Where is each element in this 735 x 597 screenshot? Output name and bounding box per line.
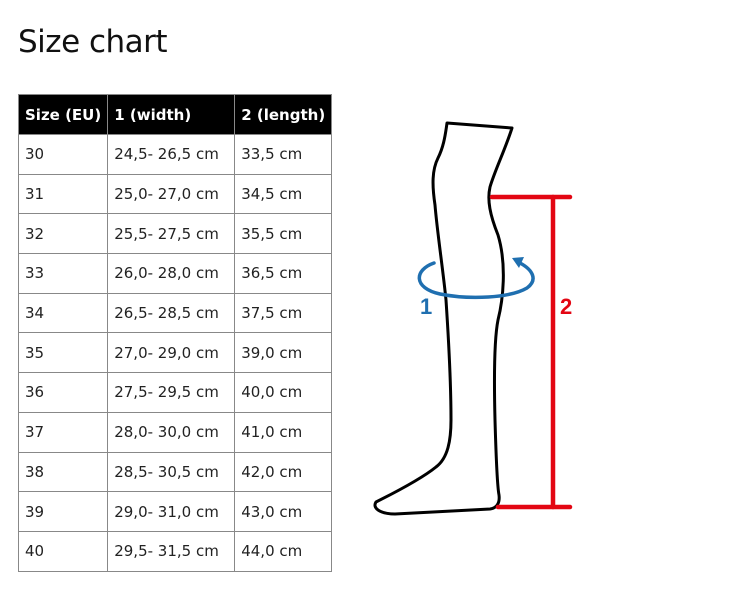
cell-width: 24,5- 26,5 cm: [107, 134, 236, 175]
table-row: 31 25,0- 27,0 cm 34,5 cm: [17, 173, 333, 215]
table-row: 37 28,0- 30,0 cm 41,0 cm: [17, 411, 333, 453]
table-row: 40 29,5- 31,5 cm 44,0 cm: [17, 530, 333, 572]
cell-size: 30: [17, 134, 109, 175]
cell-size: 31: [17, 173, 109, 215]
cell-size: 32: [17, 213, 109, 255]
size-table: Size (EU) 1 (width) 2 (length) 30 24,5- 2…: [17, 94, 333, 572]
cell-length: 40,0 cm: [234, 372, 333, 413]
header-size: Size (EU): [17, 94, 109, 135]
cell-width: 25,0- 27,0 cm: [107, 173, 236, 215]
cell-size: 35: [17, 332, 109, 374]
length-indicator: [489, 194, 573, 510]
table-row: 34 26,5- 28,5 cm 37,5 cm: [17, 292, 333, 334]
table-header-row: Size (EU) 1 (width) 2 (length): [17, 94, 333, 135]
cell-length: 35,5 cm: [234, 213, 333, 255]
table-row: 30 24,5- 26,5 cm 33,5 cm: [17, 134, 333, 175]
table-row: 33 26,0- 28,0 cm 36,5 cm: [17, 253, 333, 294]
table-row: 38 28,5- 30,5 cm 42,0 cm: [17, 451, 333, 493]
leg-outline: [373, 121, 514, 516]
header-length: 2 (length): [234, 94, 333, 135]
cell-length: 33,5 cm: [234, 134, 333, 175]
cell-width: 28,5- 30,5 cm: [107, 451, 236, 493]
cell-width: 28,0- 30,0 cm: [107, 411, 236, 453]
table-row: 35 27,0- 29,0 cm 39,0 cm: [17, 332, 333, 374]
arrow-head-icon: [512, 257, 524, 268]
cell-size: 33: [17, 253, 109, 294]
length-label: 2: [560, 294, 572, 319]
cell-size: 36: [17, 372, 109, 413]
cell-length: 42,0 cm: [234, 451, 333, 493]
cell-length: 41,0 cm: [234, 411, 333, 453]
cell-size: 38: [17, 451, 109, 493]
header-width: 1 (width): [107, 94, 236, 135]
cell-width: 26,0- 28,0 cm: [107, 253, 236, 294]
cell-length: 44,0 cm: [234, 530, 333, 572]
width-indicator: [417, 261, 535, 300]
cell-length: 37,5 cm: [234, 292, 333, 334]
table-row: 32 25,5- 27,5 cm 35,5 cm: [17, 213, 333, 255]
cell-size: 40: [17, 530, 109, 572]
width-label: 1: [420, 294, 432, 319]
table-row: 36 27,5- 29,5 cm 40,0 cm: [17, 372, 333, 413]
cell-size: 39: [17, 491, 109, 532]
cell-width: 27,5- 29,5 cm: [107, 372, 236, 413]
cell-size: 37: [17, 411, 109, 453]
cell-width: 25,5- 27,5 cm: [107, 213, 236, 255]
cell-length: 34,5 cm: [234, 173, 333, 215]
cell-length: 36,5 cm: [234, 253, 333, 294]
page-title: Size chart: [18, 24, 168, 60]
cell-width: 29,5- 31,5 cm: [107, 530, 236, 572]
